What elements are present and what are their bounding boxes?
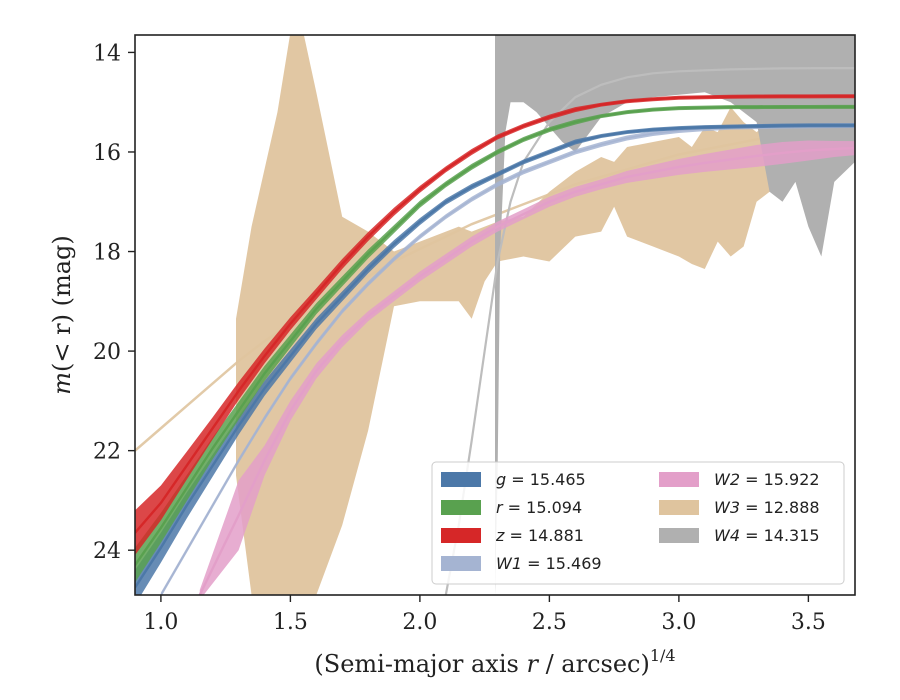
legend-swatch-w2 bbox=[659, 472, 699, 487]
legend-swatch-g bbox=[441, 472, 481, 487]
series-z-line bbox=[135, 95, 855, 534]
plot-frame bbox=[134, 34, 856, 596]
y-tick-label: 18 bbox=[93, 241, 121, 266]
x-tick-label: 1.0 bbox=[143, 610, 178, 635]
legend-swatch-z bbox=[441, 528, 481, 543]
series-r-line bbox=[135, 105, 855, 566]
y-axis-title: m(< r) (mag) bbox=[48, 235, 76, 395]
legend-swatch-w1 bbox=[441, 556, 481, 571]
legend-label-w1: W1 = 15.469 bbox=[496, 554, 602, 573]
legend-swatch-w3 bbox=[659, 500, 699, 515]
x-tick-label: 3.5 bbox=[791, 610, 826, 635]
y-tick-label: 22 bbox=[93, 440, 121, 465]
legend-swatch-w4 bbox=[659, 528, 699, 543]
series-w3-band bbox=[236, 35, 855, 595]
legend-label-w4: W4 = 14.315 bbox=[714, 526, 820, 545]
y-tick-label: 24 bbox=[93, 539, 121, 564]
x-axis: 1.0 1.5 2.0 2.5 3.0 3.5 bbox=[143, 595, 826, 635]
plot-layer bbox=[135, 35, 855, 595]
legend: g = 15.465 W2 = 15.922 r = 15.094 W3 = 12.8… bbox=[431, 461, 845, 585]
legend-label-g: g = 15.465 bbox=[496, 470, 586, 489]
legend-swatch-r bbox=[441, 500, 481, 515]
y-axis: 14 16 18 20 22 24 bbox=[93, 41, 135, 564]
legend-label-w2: W2 = 15.922 bbox=[714, 470, 820, 489]
y-tick-label: 20 bbox=[93, 340, 121, 365]
x-tick-label: 2.5 bbox=[532, 610, 567, 635]
x-axis-title: (Semi-major axis r / arcsec)1/4 bbox=[314, 646, 675, 678]
legend-box bbox=[431, 461, 845, 585]
series-w4-trend bbox=[444, 67, 855, 595]
series-w4-band bbox=[495, 35, 855, 595]
x-tick-label: 2.0 bbox=[402, 610, 437, 635]
legend-label-z: z = 14.881 bbox=[495, 526, 584, 545]
y-tick-label: 16 bbox=[93, 141, 121, 166]
legend-label-r: r = 15.094 bbox=[496, 498, 582, 517]
series-g-line bbox=[135, 124, 855, 589]
series-w2-line bbox=[198, 146, 855, 595]
x-tick-label: 1.5 bbox=[273, 610, 308, 635]
legend-label-w3: W3 = 12.888 bbox=[714, 498, 820, 517]
y-tick-label: 14 bbox=[93, 41, 121, 66]
x-tick-label: 3.0 bbox=[661, 610, 696, 635]
